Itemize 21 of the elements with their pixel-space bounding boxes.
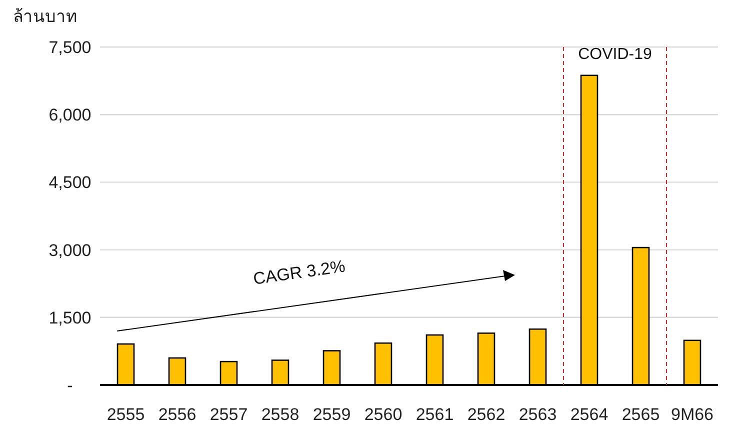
x-tick-label: 2556 [158,405,196,424]
x-tick-label: 2561 [416,405,454,424]
y-axis-title: ล้านบาท [13,7,77,26]
x-tick-label: 9M66 [670,405,714,424]
annotation: CAGR 3.2% [252,256,346,288]
annotation: COVID-19 [578,46,652,63]
y-tick-label: 7,500 [48,38,92,57]
x-tick-label: 2563 [518,405,557,424]
y-tick-label: - [67,376,73,395]
x-tick-label: 2562 [467,405,506,424]
y-tick-label: 6,000 [48,106,92,125]
x-tick-label: 2558 [261,405,300,424]
y-tick-label: 3,000 [48,240,92,260]
x-tick-label: 2557 [210,405,248,424]
x-tick-label: 2564 [570,405,608,424]
x-tick-label: 2559 [312,405,351,424]
y-tick-label: 1,500 [48,308,92,328]
x-tick-label: 2565 [622,405,660,424]
x-tick-label: 2555 [106,405,145,424]
y-tick-label: 4,500 [48,173,92,192]
x-tick-label: 2560 [364,405,402,424]
